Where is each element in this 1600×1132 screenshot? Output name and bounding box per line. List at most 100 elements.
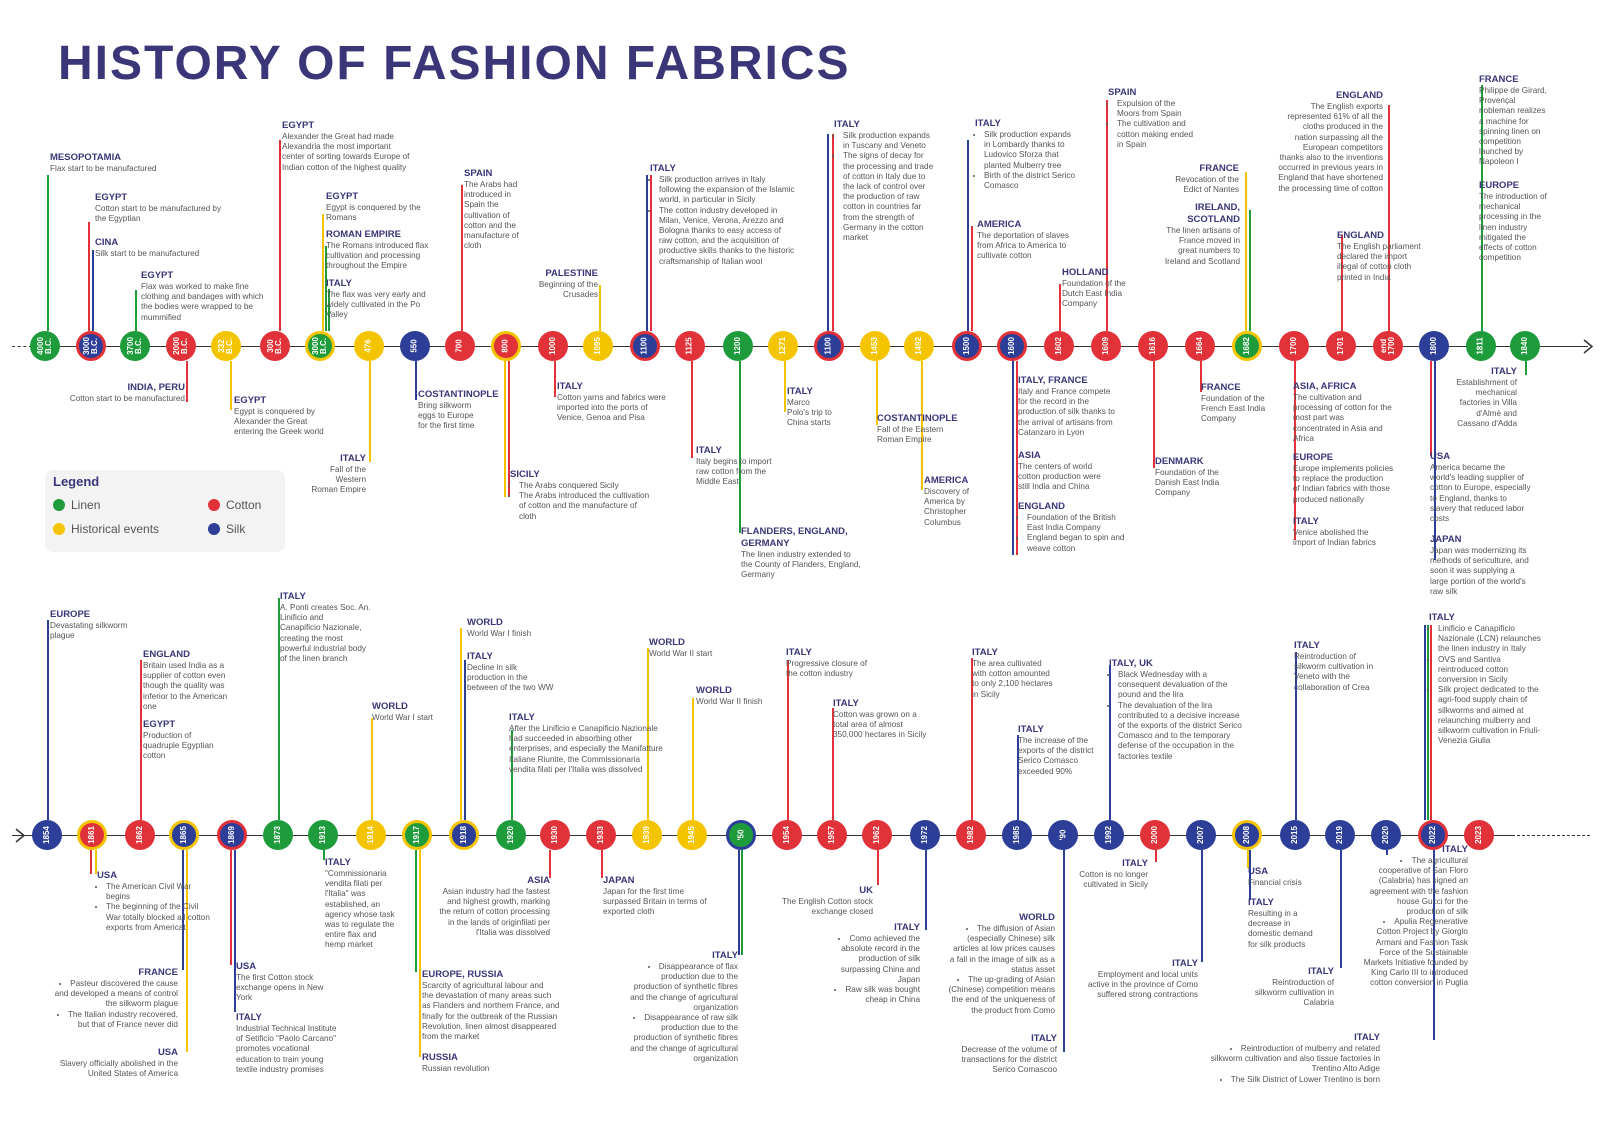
node-year-label: 1453 [869,337,879,355]
annotation-body: After the Linificio e Canapificio Nazion… [509,724,663,774]
timeline-annotation: ITALY Cotton was grown on a total area of… [833,698,943,741]
annotation-body: Fall of the Eastern Roman Empire [877,425,944,445]
top-node: 1840 [1510,331,1540,361]
node-year-label: 1854 [41,826,51,844]
connector-line [925,850,927,930]
bottom-node: 1962 [862,820,892,850]
annotation-heading: HOLLAND [1062,267,1109,278]
connector-line [464,660,466,820]
timeline-annotation: UK The English Cotton stock exchange clos… [770,885,873,917]
annotation-heading: FRANCE [1201,382,1241,393]
connector-line [371,718,373,820]
timeline-annotation: ENGLAND The English parliament declared t… [1337,230,1437,283]
node-year-label: 1982 [965,826,975,844]
connector-line [741,850,743,955]
top-node: 1682 [1232,331,1262,361]
annotation-heading: ITALY [834,119,860,130]
annotation-list-item: Expulsion of the Moors from Spain [1117,99,1193,119]
top-node: 1095 [583,331,613,361]
connector-line [230,850,232,965]
annotation-heading: EGYPT [143,719,176,730]
connector-line [186,850,188,1052]
annotation-list-item: The beginning of the Civil War totally b… [106,902,212,933]
annotation-list: Black Wednesday with a consequent devalu… [1109,670,1244,762]
bottom-node: 2000 [1140,820,1170,850]
top-node: 800 [491,331,521,361]
connector-line [921,361,923,490]
timeline-annotation: IRELAND, SCOTLAND The linen artisans of F… [1135,202,1240,267]
annotation-body: World War II start [649,649,713,658]
connector-line [1016,361,1018,555]
annotation-list-item: Silk project dedicated to the agri-food … [1438,685,1544,746]
annotation-list-item: Silk production arrives in Italy followi… [659,175,795,206]
connector-line [47,620,49,820]
annotation-body: The linen industry extended to the Count… [741,550,861,580]
timeline-annotation: ITALY Fall of the Western Roman Empire [300,453,366,496]
top-node: 4000 B.C. [30,331,60,361]
annotation-heading: ITALY [1018,724,1044,735]
connector-line [1424,625,1426,820]
connector-line [88,222,90,331]
bottom-node: '90 [1048,820,1078,850]
node-year-label: 1918 [458,826,468,844]
annotation-heading: JAPAN [603,875,635,886]
top-node: 3700 B.C. [120,331,150,361]
top-node: 1000 [538,331,568,361]
top-node: 1492 [904,331,934,361]
bottom-node: 1957 [817,820,847,850]
annotation-heading: ITALY, UK [1109,658,1153,669]
connector-line [323,850,325,860]
node-year-label: 1957 [826,826,836,844]
connector-line [511,730,513,820]
annotation-body: Egypt is conquered by Alexander the Grea… [234,407,324,437]
annotation-body: Decline in silk production in the betwee… [467,663,554,693]
silk-dot-icon [208,523,220,535]
annotation-body: The first Cotton stock exchange opens in… [236,973,324,1003]
timeline-annotation: ITALY Decline in silk production in the b… [467,651,567,694]
annotation-heading: WORLD [372,701,408,712]
bottom-node: 2023 [1464,820,1494,850]
timeline-annotation: ITALY Resulting in a decrease in domestic… [1248,897,1338,950]
annotation-list: Silk production expands in Tuscany and V… [834,131,934,243]
annotation-list-item: The Italian industry recovered, but that… [50,1010,178,1030]
annotation-body: Reintroduction of silkworm cultivation i… [1254,978,1334,1008]
annotation-body: A. Ponti creates Soc. An. Linificio and … [280,603,371,664]
annotation-heading: ENGLAND [1336,90,1383,101]
annotation-body: Cotton start to be manufactured by the E… [95,204,222,224]
timeline-annotation: EUROPE The introduction of mechanical pro… [1479,180,1559,263]
legend-label: Silk [226,522,246,536]
annotation-list: Silk production arrives in Italy followi… [650,175,795,267]
node-year-label: 1800 [1428,337,1438,355]
annotation-heading: USA [236,961,257,972]
node-year-label: '90 [1058,829,1067,841]
annotation-heading: ITALY [325,857,351,868]
annotation-body: Slavery officially abolished in the Unit… [59,1059,178,1079]
timeline-annotation: EGYPT Alexander the Great had made Alexan… [282,120,452,173]
node-year-label: 2015 [1289,826,1299,844]
connector-line [599,285,601,331]
top-node: 1701 [1326,331,1356,361]
top-node: 1453 [860,331,890,361]
connector-line [1386,850,1388,855]
connector-line [692,698,694,820]
annotation-heading: ITALY [833,698,859,709]
timeline-annotation: PALESTINE Beginning of the Crusades [528,268,598,300]
connector-line [90,850,92,874]
connector-line [1063,850,1065,1052]
annotation-heading: ITALY [280,591,306,602]
annotation-list-item: Silk production expands in Tuscany and V… [843,131,934,151]
annotation-body: Foundation of the Danish East India Comp… [1155,468,1220,498]
connector-line [1245,172,1247,331]
annotation-list-item: Raw silk was bought cheap in China [826,985,920,1005]
connector-line [1481,85,1483,331]
timeline-annotation: EGYPT Egypt is conquered by the Romans [326,191,446,223]
connector-line [1430,361,1432,456]
bottom-node: 2019 [1325,820,1355,850]
annotation-list-item: Foundation of the British East India Com… [1027,513,1128,533]
timeline-annotation: HOLLAND Foundation of the Dutch East Indi… [1062,267,1142,310]
timeline-annotation: JAPAN Japan for the first time surpassed … [603,875,723,918]
annotation-heading: SPAIN [1108,87,1137,98]
top-node: 1271 [768,331,798,361]
timeline-annotation: ITALYSilk production arrives in Italy fo… [650,163,795,267]
